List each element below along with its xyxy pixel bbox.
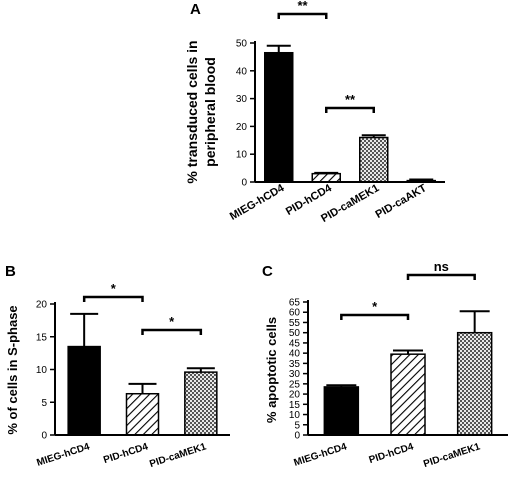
bar-mieg-hcd4 xyxy=(264,51,294,183)
y-axis-label-line: peripheral blood xyxy=(202,57,218,167)
y-tick-label: 20 xyxy=(289,390,301,401)
y-tick-label: 10 xyxy=(36,365,48,376)
significance-label: ns xyxy=(434,259,449,274)
significance-label: * xyxy=(169,314,175,329)
y-tick-label: 60 xyxy=(289,308,301,319)
y-tick-label: 65 xyxy=(289,298,301,309)
x-tick-label: MIEG-hCD4 xyxy=(293,441,349,469)
y-tick-label: 0 xyxy=(294,431,300,442)
y-tick-label: 50 xyxy=(289,328,301,339)
significance-label: * xyxy=(372,299,378,314)
y-axis-label: % apoptotic cells xyxy=(264,317,279,423)
y-tick-label: 15 xyxy=(289,400,301,411)
y-tick-label: 15 xyxy=(36,332,48,343)
y-axis-label: % transduced cells in peripheral blood xyxy=(184,40,218,183)
panel-a: A % transduced cells in peripheral blood 0 1… xyxy=(184,0,445,225)
x-tick-label: MIEG-hCD4 xyxy=(228,182,287,223)
y-tick-label: 10 xyxy=(289,410,301,421)
x-tick-label: PID-caAKT xyxy=(374,182,429,221)
y-tick-label: 5 xyxy=(294,420,300,431)
y-tick-label: 50 xyxy=(236,39,248,50)
y-tick-label: 45 xyxy=(289,338,301,349)
panel-letter: A xyxy=(190,1,201,18)
bar-pid-camek1 xyxy=(456,331,493,436)
panel-letter: B xyxy=(5,263,16,280)
y-tick-label: 10 xyxy=(236,150,248,161)
panel-b: B % of cells in S-phase 0 5 10 15 20 MIEG-hCD4 P… xyxy=(5,263,230,470)
significance-bracket xyxy=(340,313,410,320)
x-tick-label: PID-caMEK1 xyxy=(422,441,482,470)
significance-bracket xyxy=(82,295,144,302)
y-tick-label: 0 xyxy=(41,431,47,442)
panel-letter: C xyxy=(262,263,273,280)
significance-label: ** xyxy=(297,0,308,13)
significance-bracket xyxy=(141,328,203,335)
y-tick-label: 20 xyxy=(236,122,248,133)
significance-bracket xyxy=(277,12,328,19)
y-tick-label: 40 xyxy=(289,349,301,360)
x-tick-label: PID-hCD4 xyxy=(102,441,150,466)
x-tick-label: PID-hCD4 xyxy=(368,441,416,466)
bar-pid-camek1 xyxy=(184,371,218,436)
significance-label: * xyxy=(111,281,117,296)
y-axis-label-line: % transduced cells in xyxy=(184,40,200,183)
y-tick-label: 35 xyxy=(289,359,301,370)
x-tick-label: MIEG-hCD4 xyxy=(35,441,91,469)
bar-pid-camek1 xyxy=(359,136,389,183)
y-tick-label: 0 xyxy=(241,178,247,189)
y-tick-label: 20 xyxy=(36,300,48,311)
y-tick-label: 40 xyxy=(236,66,248,77)
significance-bracket xyxy=(406,273,476,280)
y-tick-label: 25 xyxy=(289,379,301,390)
significance-bracket xyxy=(325,106,375,113)
bar-mieg-hcd4 xyxy=(323,386,360,436)
x-tick-label: PID-caMEK1 xyxy=(148,441,208,470)
y-tick-label: 30 xyxy=(236,94,248,105)
y-tick-label: 5 xyxy=(41,398,47,409)
bar-pid-hcd4 xyxy=(125,392,160,436)
y-tick-label: 55 xyxy=(289,318,301,329)
significance-label: ** xyxy=(345,92,356,107)
y-axis-label: % of cells in S-phase xyxy=(5,305,20,434)
bar-pid-hcd4 xyxy=(311,172,341,183)
bar-pid-hcd4 xyxy=(390,353,426,436)
y-tick-label: 30 xyxy=(289,369,301,380)
panel-c: C % apoptotic cells 0510152025303540455055… xyxy=(262,259,508,470)
bar-mieg-hcd4 xyxy=(67,345,101,436)
